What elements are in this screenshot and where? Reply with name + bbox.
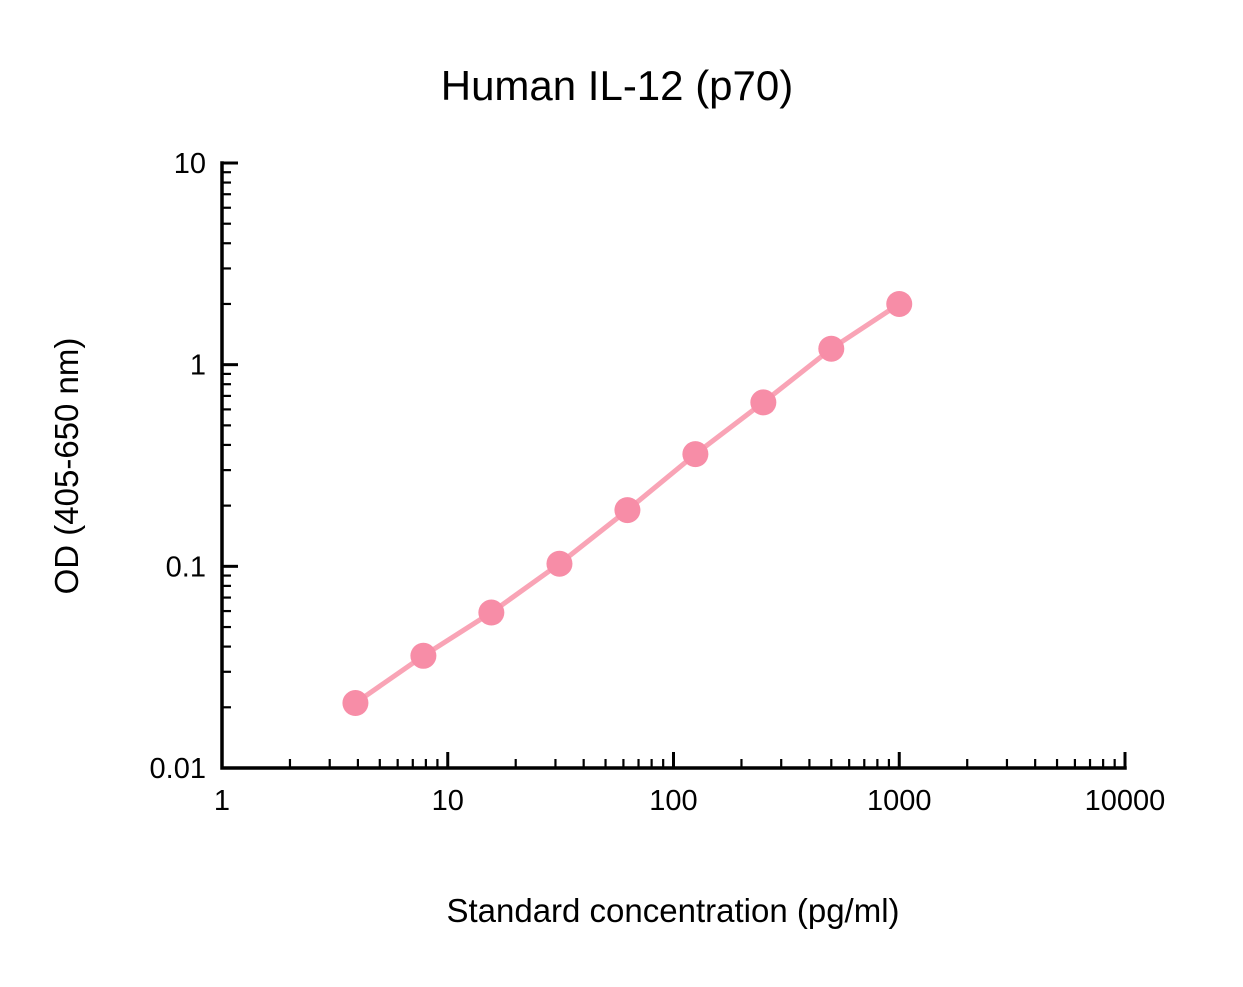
y-tick-label: 1 [190, 350, 206, 382]
data-point [818, 335, 845, 362]
data-point [682, 441, 709, 468]
chart-title: Human IL-12 (p70) [441, 62, 794, 109]
y-axis-label: OD (405-650 nm) [48, 338, 85, 595]
data-point [410, 642, 437, 669]
axis-spines [220, 161, 1127, 770]
x-tick-label: 100 [649, 785, 697, 817]
x-tick-label: 1000 [867, 785, 932, 817]
y-tick-label: 10 [174, 148, 206, 180]
data-point [886, 290, 913, 317]
axes [220, 161, 1127, 770]
y-tick-label: 0.01 [150, 753, 206, 785]
x-axis-label: Standard concentration (pg/ml) [446, 892, 899, 929]
axis-tick-labels: 1 10 100 1000 10000 0.01 0.1 1 10 [150, 148, 1166, 817]
x-tick-label: 10000 [1085, 785, 1166, 817]
data-point [478, 599, 505, 626]
y-tick-label: 0.1 [166, 551, 206, 583]
data-point [750, 389, 777, 416]
data-series [342, 290, 913, 717]
data-point [342, 690, 369, 717]
data-point [614, 497, 641, 524]
x-tick-label: 1 [214, 785, 230, 817]
axis-ticks [220, 161, 1127, 770]
x-tick-label: 10 [432, 785, 464, 817]
data-point [546, 550, 573, 577]
